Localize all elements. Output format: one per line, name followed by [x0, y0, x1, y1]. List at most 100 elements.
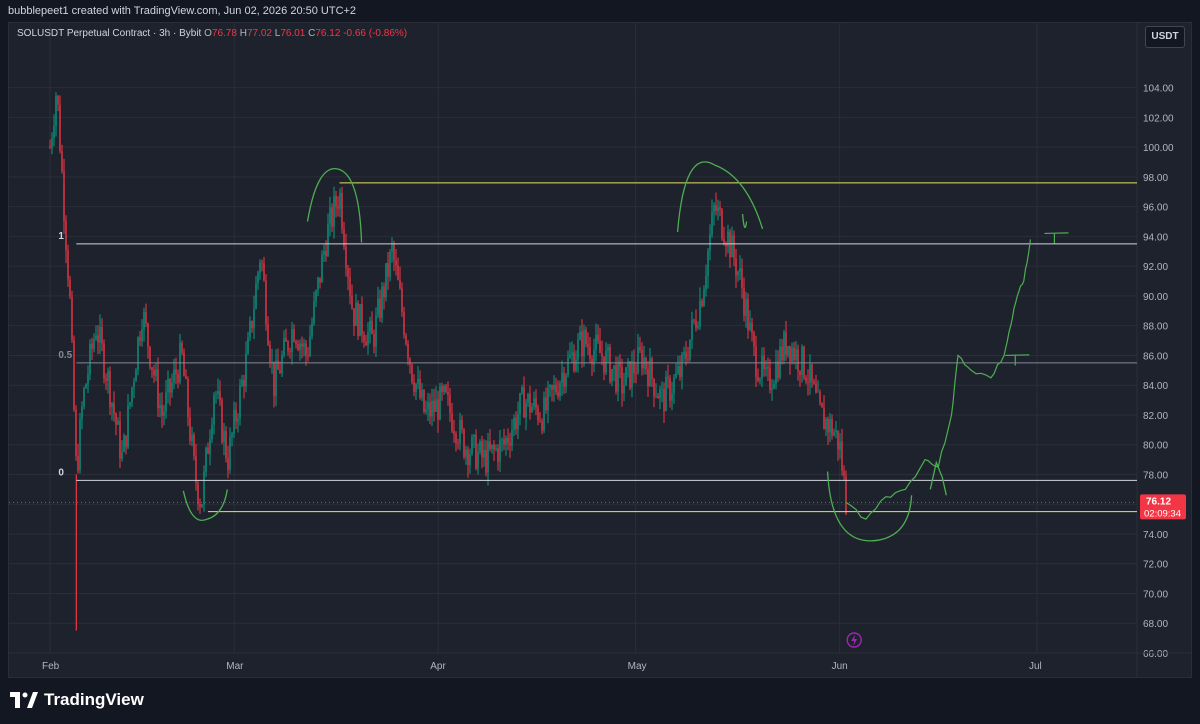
candle-body	[795, 349, 797, 361]
candle-body	[447, 392, 449, 395]
candle-body	[759, 378, 761, 381]
candle-body	[799, 371, 801, 376]
candle-body	[761, 356, 763, 379]
candle-body	[187, 378, 189, 418]
candle-body	[263, 263, 265, 281]
candle-body	[497, 448, 499, 463]
candle-body	[755, 346, 757, 378]
candle-body	[491, 444, 493, 449]
candle-body	[171, 382, 173, 393]
candle-body	[693, 319, 695, 321]
drawn-arc-bottom-jun	[826, 471, 913, 542]
candle-body	[103, 343, 105, 379]
candle-body	[199, 503, 201, 508]
low-value: 76.01	[280, 28, 306, 39]
candle-body	[819, 391, 821, 404]
y-tick-label: 100.00	[1143, 143, 1174, 154]
y-tick-label: 102.00	[1143, 113, 1174, 124]
y-tick-label: 74.00	[1143, 530, 1168, 541]
candle-body	[411, 364, 413, 383]
candle-body	[587, 344, 589, 348]
candle-body	[181, 342, 183, 353]
candle-body	[469, 453, 471, 466]
candle-body	[823, 407, 825, 430]
y-tick-label: 72.00	[1143, 560, 1168, 571]
event-lightning-icon	[846, 632, 862, 648]
candle-body	[95, 335, 97, 340]
current-price-countdown: 02:09:34	[1144, 508, 1181, 519]
candle-body	[513, 417, 515, 431]
candle-body	[385, 263, 387, 298]
candle-body	[627, 361, 629, 368]
candle-body	[667, 376, 669, 379]
candle-body	[623, 385, 625, 394]
candle-body	[207, 447, 209, 454]
candle-body	[691, 319, 693, 340]
candle-body	[331, 207, 333, 227]
candle-body	[381, 286, 383, 318]
candle-body	[547, 387, 549, 411]
candle-body	[333, 196, 335, 227]
currency-button[interactable]: USDT	[1145, 26, 1185, 48]
candle-body	[87, 374, 89, 385]
candle-body	[251, 320, 253, 329]
candle-body	[719, 207, 721, 210]
candle-body	[555, 384, 557, 393]
candle-body	[295, 341, 297, 345]
candle-body	[505, 437, 507, 445]
candle-body	[121, 451, 123, 459]
candle-body	[89, 343, 91, 375]
candle-body	[423, 389, 425, 412]
candle-body	[305, 343, 307, 356]
tradingview-logo-icon	[10, 692, 38, 708]
candle-body	[241, 379, 243, 386]
candle-body	[807, 381, 809, 383]
candle-body	[685, 352, 687, 359]
candle-body	[249, 320, 251, 338]
candle-body	[99, 326, 101, 343]
candle-body	[721, 209, 723, 239]
candle-body	[569, 355, 571, 358]
candle-body	[777, 361, 779, 378]
candle-body	[625, 367, 627, 386]
candle-body	[581, 331, 583, 357]
tradingview-logo[interactable]: TradingView	[10, 690, 144, 710]
candle-body	[329, 207, 331, 224]
candle-body	[591, 358, 593, 365]
candle-body	[211, 424, 213, 440]
candle-body	[203, 471, 205, 505]
candle-body	[621, 366, 623, 394]
candle-body	[61, 151, 63, 172]
candle-body	[713, 205, 715, 213]
candle-body	[399, 279, 401, 289]
y-tick-label: 86.00	[1143, 351, 1168, 362]
candle-body	[151, 367, 153, 370]
candle-body	[165, 392, 167, 412]
candle-body	[523, 387, 525, 418]
candle-body	[531, 406, 533, 413]
candle-body	[835, 430, 837, 433]
candle-body	[565, 375, 567, 387]
candle-body	[669, 378, 671, 401]
candle-body	[737, 271, 739, 276]
candle-body	[285, 338, 287, 342]
candle-body	[373, 334, 375, 347]
candle-body	[369, 320, 371, 332]
x-tick-label: May	[628, 661, 647, 672]
candle-body	[475, 434, 477, 469]
candle-body	[757, 377, 759, 381]
candle-body	[367, 331, 369, 346]
candle-body	[697, 325, 699, 328]
price-chart[interactable]: 66.0068.0070.0072.0074.0076.0078.0080.00…	[9, 23, 1192, 678]
candle-body	[511, 430, 513, 446]
candle-body	[745, 299, 747, 316]
candle-body	[261, 262, 263, 264]
candle-body	[77, 456, 79, 471]
candle-body	[143, 312, 145, 330]
y-tick-label: 68.00	[1143, 619, 1168, 630]
candle-body	[419, 378, 421, 398]
candle-body	[67, 250, 69, 280]
candle-body	[841, 441, 843, 471]
candle-body	[351, 295, 353, 309]
chart-panel[interactable]: 66.0068.0070.0072.0074.0076.0078.0080.00…	[8, 22, 1192, 678]
